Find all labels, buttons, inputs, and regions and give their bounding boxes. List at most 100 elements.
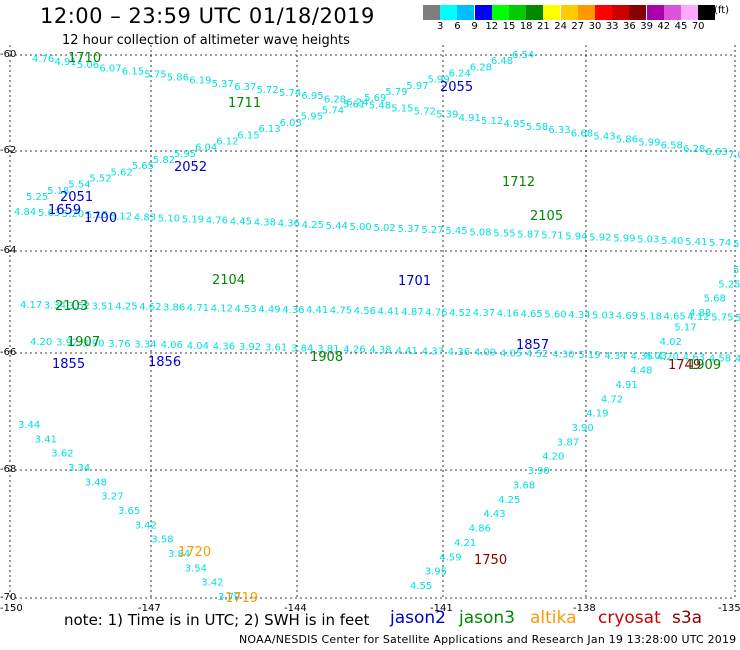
legend-cryosat: cryosat [598,608,661,628]
swh-value: 5.74 [709,238,731,249]
colorbar-swatch [543,5,561,20]
swh-value: 4.25 [302,220,324,231]
swh-value: 5.97 [406,81,428,92]
swh-value: 4.20 [30,337,52,348]
swh-value: 4.17 [20,300,42,311]
colorbar-swatch [423,5,440,20]
swh-value: 4.34 [568,310,590,321]
swh-value: 3.52 [68,301,90,312]
swh-value: 4.16 [497,309,519,320]
colorbar-label: 30 [588,21,602,32]
swh-value: 5.75 [144,70,166,81]
swh-value: 4.76 [206,216,228,227]
swh-value: 5.60 [544,310,566,321]
swh-value: 3.51 [92,301,114,312]
colorbar-swatch [595,5,612,20]
swh-value: 3.84 [291,343,313,354]
swh-value: 5.18 [47,186,69,197]
swh-value: 5.02 [374,223,396,234]
swh-value: 5.21 [733,265,740,276]
swh-value: 4.69 [616,311,638,322]
legend-s3a: s3a [672,608,703,628]
colorbar-label: 42 [657,21,671,32]
swh-value: 5.63 [38,208,60,219]
swh-value: 6.63 [706,147,728,158]
swh-value: 3.54 [185,563,207,574]
swh-value: 4.91 [55,57,77,68]
swh-value: 4.76 [32,54,54,65]
swh-value: 4.83 [134,212,156,223]
swh-value: 5.86 [616,135,638,146]
swh-value: 4.71 [187,303,209,314]
swh-value: 4.36 [448,347,470,358]
colorbar-swatch [509,5,526,20]
swh-value: 6.54 [512,50,534,61]
swh-value: 4.65 [664,312,686,323]
pass-time-label: 1750 [474,553,507,568]
swh-value: 4.36 [282,305,304,316]
swh-value: 5.99 [613,234,635,245]
swh-value: 5.52 [89,174,111,185]
colorbar-swatch [646,5,664,20]
swh-value: 5.17 [674,323,696,334]
swh-value: 5.12 [110,211,132,222]
swh-value: 3.34 [44,300,66,311]
swh-value: 5.43 [593,131,615,142]
swh-value: 5.39 [436,110,458,121]
swh-value: 5.25 [718,279,740,290]
colorbar-label: 24 [554,21,567,32]
swh-value: 5.72 [257,85,279,96]
swh-value: 5.25 [26,192,48,203]
swh-value: 5.86 [167,73,189,84]
colorbar-swatch [526,5,544,20]
swh-value: 3.92 [239,342,261,353]
swh-value: 6.58 [661,141,683,152]
swh-value: 5.99 [428,75,450,86]
swh-value: 5.99 [638,138,660,149]
longitude-tick-label: -138 [573,603,596,614]
swh-value: 4.12 [687,312,709,323]
swh-value: 5.19 [182,215,204,226]
swh-value: 6.28 [470,62,492,73]
swh-value: 4.88 [689,308,711,319]
pass-time-label: 1909 [688,358,721,373]
latitude-tick-label: -64 [0,245,17,256]
swh-value: 4.48 [630,366,652,377]
colorbar-swatch [474,5,492,20]
pass-time-label: 1701 [398,274,431,289]
swh-value: 4.09 [474,348,496,359]
pass-time-label: 1711 [228,96,261,111]
swh-value: 5.75 [711,313,733,324]
swh-value: 4.58 [709,353,731,364]
swh-value: 4.03 [645,351,667,362]
swh-value: 5.15 [391,104,413,115]
pass-time-label: 2105 [530,209,563,224]
swh-value: 4.52 [526,349,548,360]
swh-value: 5.27 [421,225,443,236]
pass-time-label: 1856 [148,355,181,370]
swh-value: 4.65 [521,309,543,320]
pass-time-label: 1719 [225,591,258,606]
colorbar-swatch [440,5,458,20]
legend-jason3: jason3 [459,608,515,628]
swh-value: 5.54 [68,180,90,191]
swh-value: 4.52 [449,308,471,319]
swh-value: 5.65 [132,161,154,172]
swh-value: 5.48 [369,101,391,112]
colorbar-label: 9 [471,21,478,32]
pass-time-label: 1700 [84,211,117,226]
page-title: 12:00 – 23:59 UTC 01/18/2019 [40,4,375,28]
pass-time-label: 2055 [440,80,473,95]
swh-value: 3.42 [201,578,223,589]
swh-value: 4.37 [422,346,444,357]
swh-value: 3.41 [35,434,57,445]
swh-value: 4.63 [683,353,705,364]
latitude-tick-label: -60 [0,49,17,60]
colorbar-swatch [681,5,698,20]
swh-value: 5.37 [212,79,234,90]
swh-value: 3.34 [68,463,90,474]
swh-value: 5.18 [640,311,662,322]
swh-value: 5.2 [733,239,740,250]
swh-value: 4.04 [187,341,209,352]
